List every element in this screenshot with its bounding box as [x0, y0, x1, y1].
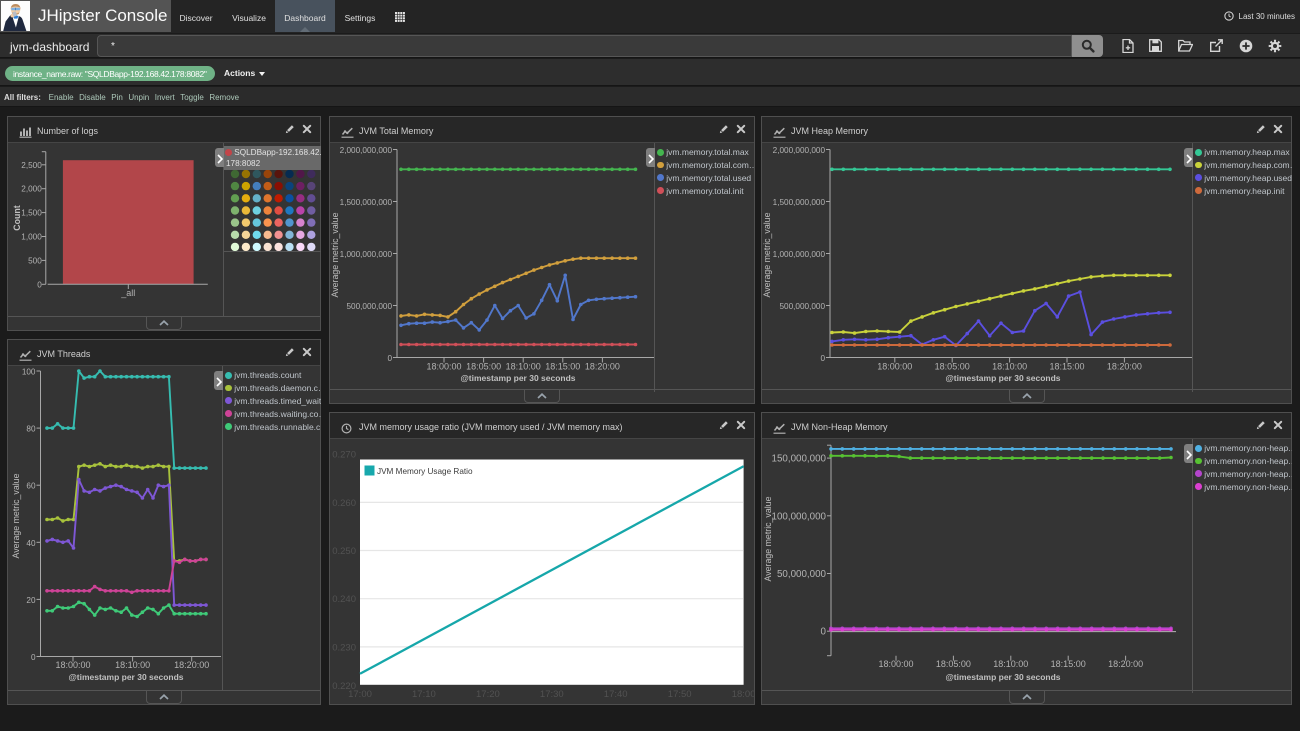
svg-text:18:15:00: 18:15:00: [1051, 659, 1086, 669]
svg-text:18:10:00: 18:10:00: [115, 660, 150, 670]
svg-text:100,000,000: 100,000,000: [772, 511, 827, 522]
svg-text:Count: Count: [12, 205, 22, 230]
svg-text:@timestamp per 30 seconds: @timestamp per 30 seconds: [460, 373, 575, 383]
svg-text:50,000,000: 50,000,000: [777, 569, 827, 580]
svg-text:18:20:00: 18:20:00: [174, 660, 209, 670]
svg-text:100: 100: [22, 368, 36, 377]
svg-text:Average metric_value: Average metric_value: [763, 496, 773, 581]
svg-text:JVM Memory Usage Ratio: JVM Memory Usage Ratio: [377, 467, 473, 476]
svg-text:20: 20: [26, 596, 36, 605]
svg-text:18:00:00: 18:00:00: [878, 659, 913, 669]
svg-text:18:15:00: 18:15:00: [1049, 362, 1084, 372]
svg-text:17:10: 17:10: [412, 689, 436, 700]
svg-text:18:05:00: 18:05:00: [466, 362, 501, 372]
svg-text:18:20:00: 18:20:00: [585, 362, 620, 372]
svg-text:0.260: 0.260: [332, 498, 356, 509]
svg-text:18:15:00: 18:15:00: [545, 362, 580, 372]
svg-text:0: 0: [387, 354, 392, 363]
svg-text:150,000,000: 150,000,000: [772, 454, 827, 465]
svg-text:18:00: 18:00: [732, 689, 754, 700]
svg-text:0.230: 0.230: [332, 642, 356, 653]
svg-text:Average metric_value: Average metric_value: [762, 212, 772, 297]
svg-text:17:40: 17:40: [604, 689, 628, 700]
svg-text:@timestamp per 30 seconds: @timestamp per 30 seconds: [945, 373, 1060, 383]
svg-text:18:00:00: 18:00:00: [426, 362, 461, 372]
svg-text:Average metric_value: Average metric_value: [11, 473, 21, 558]
svg-text:17:50: 17:50: [668, 689, 692, 700]
svg-text:17:00: 17:00: [348, 689, 372, 700]
svg-text:1,500,000,000: 1,500,000,000: [773, 198, 826, 207]
svg-text:18:20:00: 18:20:00: [1108, 659, 1143, 669]
svg-text:40: 40: [26, 539, 36, 548]
svg-text:18:00:00: 18:00:00: [55, 660, 90, 670]
svg-text:2,500: 2,500: [21, 161, 42, 170]
svg-text:0: 0: [821, 627, 827, 638]
svg-text:2,000,000,000: 2,000,000,000: [773, 146, 826, 155]
svg-text:0.240: 0.240: [332, 594, 356, 605]
svg-text:2,000: 2,000: [21, 185, 42, 194]
svg-text:17:20: 17:20: [476, 689, 500, 700]
svg-text:1,500: 1,500: [21, 209, 42, 218]
svg-text:18:00:00: 18:00:00: [877, 362, 912, 372]
svg-text:1,000,000,000: 1,000,000,000: [773, 250, 826, 259]
svg-text:0.220: 0.220: [332, 681, 356, 692]
svg-text:500,000,000: 500,000,000: [779, 302, 825, 311]
svg-text:18:05:00: 18:05:00: [936, 659, 971, 669]
svg-text:0: 0: [37, 280, 42, 289]
svg-text:80: 80: [26, 425, 36, 434]
svg-text:@timestamp per 30 seconds: @timestamp per 30 seconds: [68, 672, 183, 682]
svg-text:18:10:00: 18:10:00: [992, 362, 1027, 372]
svg-text:60: 60: [26, 482, 36, 491]
svg-text:1,000,000,000: 1,000,000,000: [340, 250, 393, 259]
svg-text:1,500,000,000: 1,500,000,000: [340, 198, 393, 207]
svg-text:18:05:00: 18:05:00: [935, 362, 970, 372]
svg-text:0: 0: [31, 653, 36, 662]
svg-text:@timestamp per 30 seconds: @timestamp per 30 seconds: [945, 672, 1060, 682]
svg-text:0: 0: [820, 354, 825, 363]
svg-text:2,000,000,000: 2,000,000,000: [340, 146, 393, 155]
svg-text:0.270: 0.270: [332, 450, 356, 461]
svg-text:500,000,000: 500,000,000: [346, 302, 392, 311]
svg-text:1,000: 1,000: [21, 233, 42, 242]
svg-text:Average metric_value: Average metric_value: [330, 212, 340, 297]
svg-text:0.250: 0.250: [332, 546, 356, 557]
svg-text:_all: _all: [120, 288, 135, 298]
svg-text:18:20:00: 18:20:00: [1107, 362, 1142, 372]
svg-text:17:30: 17:30: [540, 689, 564, 700]
svg-text:500: 500: [28, 256, 42, 265]
svg-text:18:10:00: 18:10:00: [993, 659, 1028, 669]
svg-text:18:10:00: 18:10:00: [506, 362, 541, 372]
